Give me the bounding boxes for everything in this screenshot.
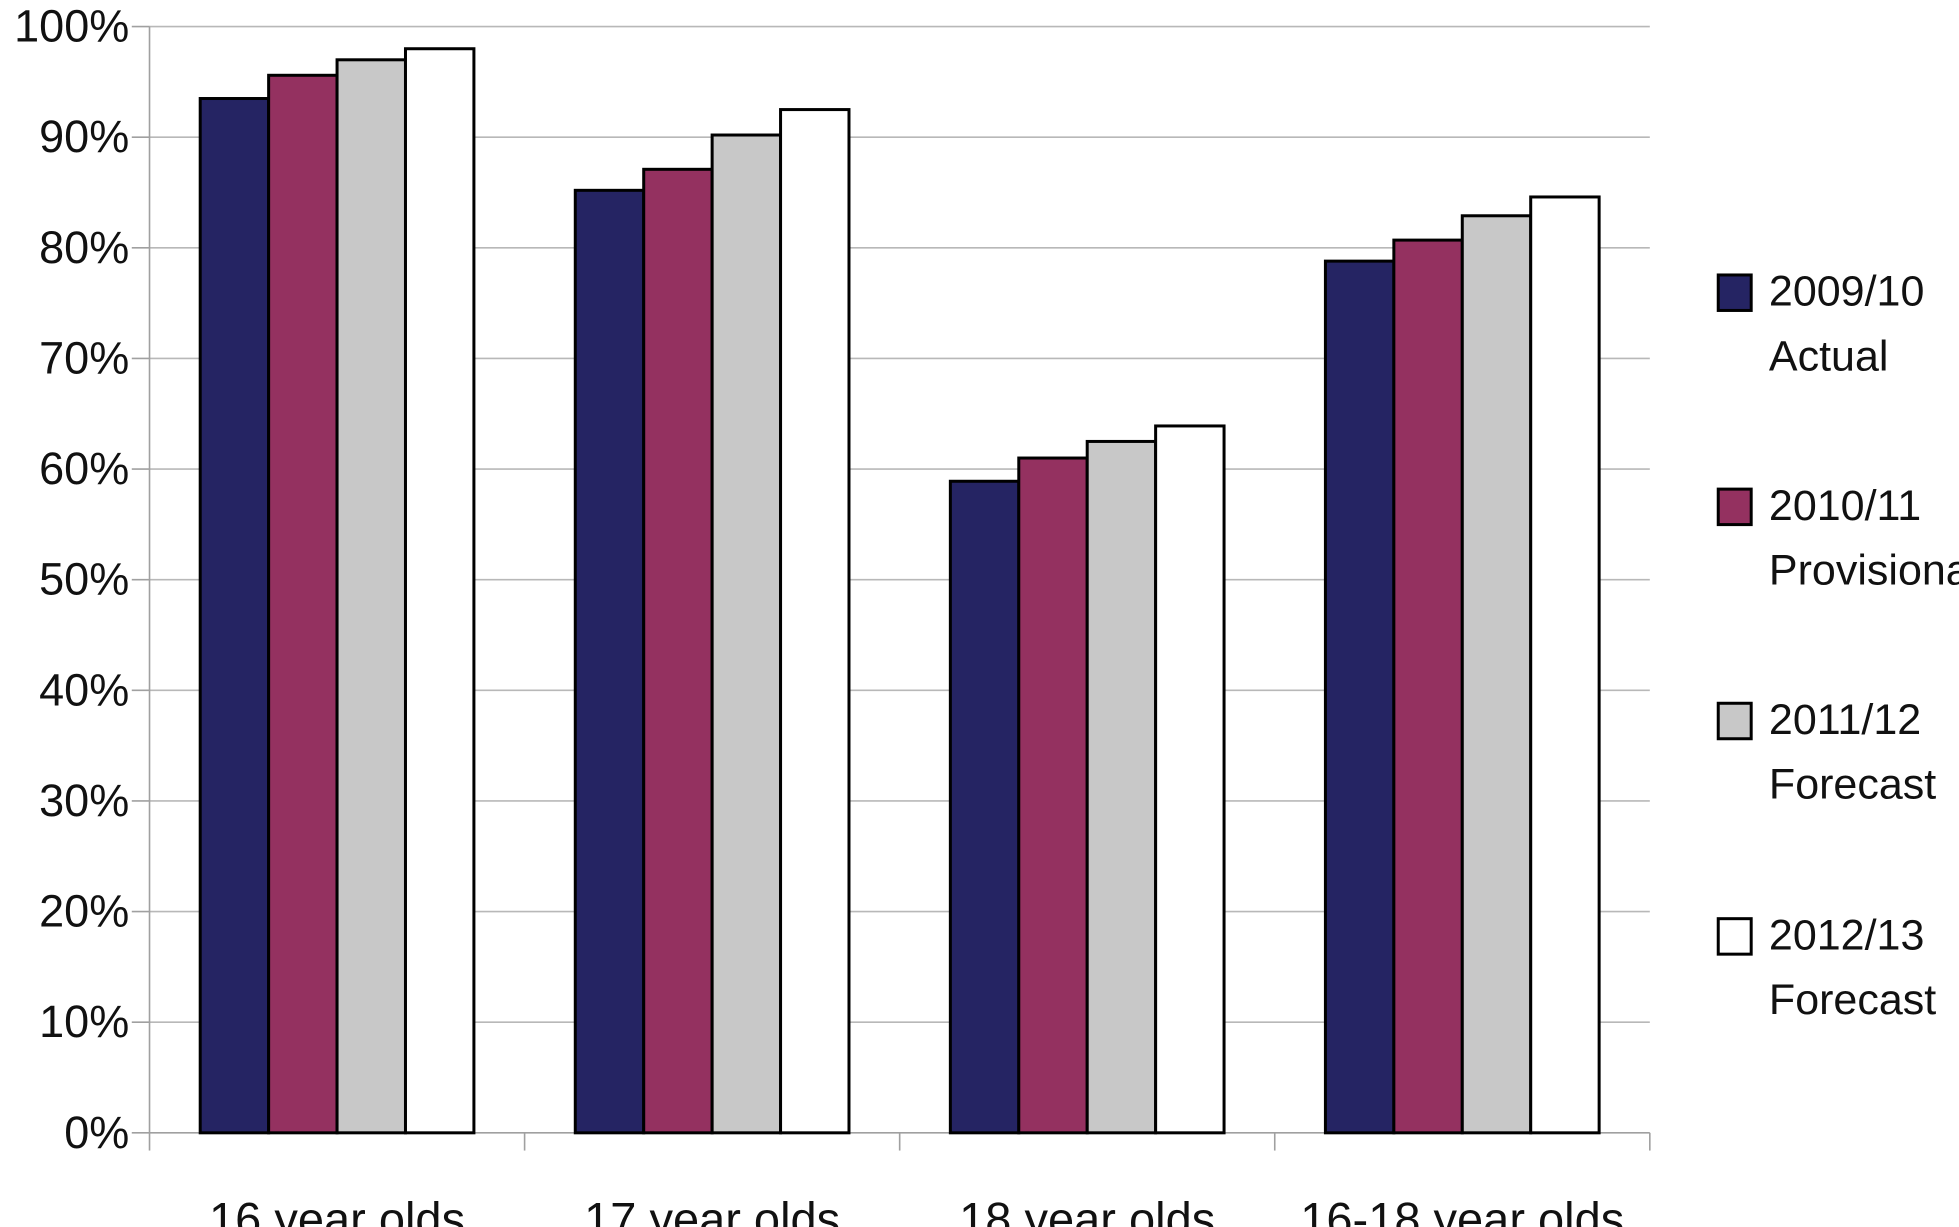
bar-2009-10-2 [948, 479, 1021, 1135]
legend-item: 2009/10 Actual [1716, 268, 1924, 380]
legend-swatch [1716, 487, 1753, 527]
legend: 2009/10 Actual 2010/11 Provisional 2011/12 Fo… [1716, 268, 1959, 1024]
bar-2011-12-0 [335, 58, 407, 1135]
legend-label-line2: Forecast [1769, 976, 1936, 1024]
y-tick-label: 100% [14, 1, 129, 52]
x-category-label: 16-18 year olds [1300, 1192, 1624, 1227]
bar-2010-11-2 [1017, 456, 1089, 1135]
legend-label-line1: 2012/13 [1769, 911, 1924, 959]
bar-2011-12-2 [1085, 439, 1158, 1135]
legend-swatch [1716, 917, 1753, 956]
y-tick-label: 80% [39, 222, 129, 273]
legend-item: 2010/11 Provisional [1716, 482, 1959, 594]
legend-label-line2: Provisional [1769, 546, 1959, 594]
y-tick-label: 50% [39, 554, 129, 605]
y-tick-label: 90% [39, 111, 129, 162]
bar-2010-11-0 [267, 73, 339, 1135]
bar-2009-10-3 [1323, 259, 1396, 1135]
legend-swatch [1716, 273, 1753, 312]
legend-label-line2: Actual [1769, 332, 1889, 380]
y-tick-label: 20% [39, 886, 129, 937]
x-category-label: 18 year olds [959, 1192, 1215, 1227]
legend-label-line1: 2011/12 [1769, 696, 1921, 744]
bar-2011-12-3 [1460, 214, 1533, 1135]
y-tick-label: 60% [39, 443, 129, 494]
legend-label-line1: 2009/10 [1769, 268, 1924, 316]
bar-2012-13-2 [1154, 424, 1226, 1135]
legend-label-line2: Forecast [1769, 761, 1936, 809]
x-category-label: 16 year olds [209, 1192, 465, 1227]
x-category-label: 17 year olds [584, 1192, 840, 1227]
bar-2009-10-0 [198, 97, 271, 1135]
y-tick-label: 70% [39, 332, 129, 383]
legend-label-line1: 2010/11 [1769, 482, 1921, 530]
bar-2010-11-3 [1392, 238, 1464, 1135]
y-tick-label: 30% [39, 775, 129, 826]
legend-swatch [1716, 701, 1753, 741]
bar-2012-13-3 [1529, 195, 1601, 1135]
x-axis-category-labels: 16 year olds 17 year olds 18 year olds 16-1… [209, 1192, 1624, 1227]
y-tick-label: 10% [39, 996, 129, 1047]
bar-2009-10-1 [573, 188, 646, 1135]
y-axis-tick-labels: 0% 10% 20% 30% 40% 50% 60% 70% 80% 90% 100% [14, 1, 129, 1158]
bar-2010-11-1 [642, 167, 714, 1135]
bar-2012-13-0 [403, 47, 476, 1135]
legend-item: 2011/12 Forecast [1716, 696, 1936, 809]
y-tick-label: 40% [39, 664, 129, 715]
bar-2012-13-1 [779, 108, 851, 1135]
bars [198, 47, 1601, 1135]
legend-item: 2012/13 Forecast [1716, 911, 1936, 1024]
y-tick-label: 0% [64, 1107, 129, 1158]
bar-2011-12-1 [710, 133, 783, 1135]
